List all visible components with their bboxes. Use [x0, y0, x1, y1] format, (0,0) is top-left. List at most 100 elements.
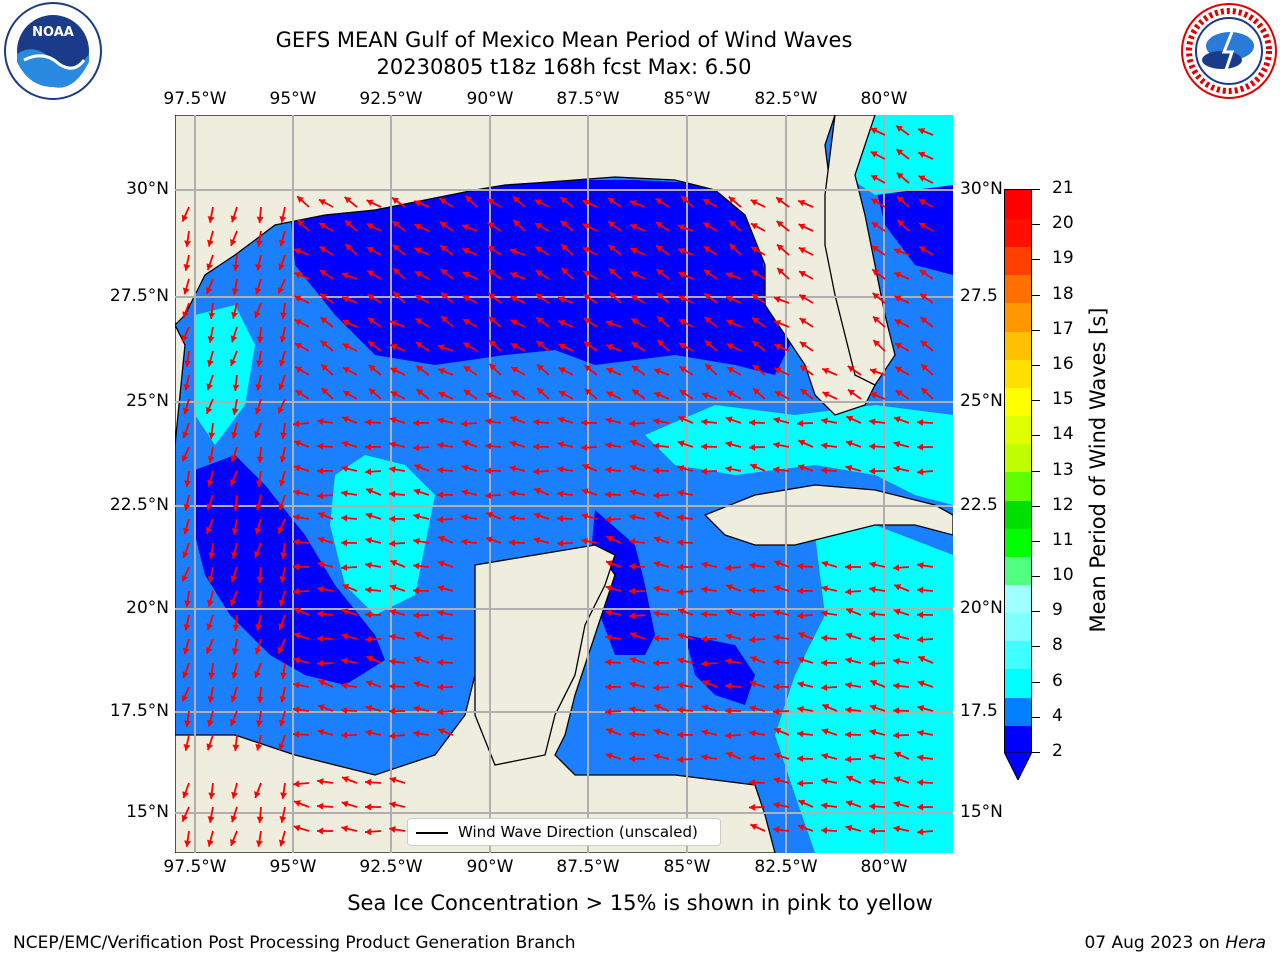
wave-direction-arrow	[341, 272, 358, 280]
wave-direction-arrow	[341, 465, 358, 473]
wave-direction-arrow	[278, 374, 286, 391]
wave-direction-arrow	[652, 684, 670, 692]
wave-direction-arrow	[582, 270, 598, 280]
wave-direction-arrow	[701, 753, 718, 761]
wave-direction-arrow	[725, 751, 742, 760]
wave-direction-arrow	[532, 443, 550, 451]
wave-direction-arrow	[230, 710, 238, 727]
colorbar-segment	[1005, 499, 1031, 529]
wave-direction-arrow	[277, 398, 286, 414]
wave-direction-arrow	[535, 269, 550, 280]
wave-direction-arrow	[605, 344, 622, 352]
wave-direction-arrow	[534, 198, 550, 208]
wave-direction-arrow	[916, 468, 934, 476]
wave-direction-arrow	[440, 315, 454, 328]
wave-direction-arrow	[773, 727, 790, 736]
wave-direction-arrow	[628, 730, 646, 738]
wave-direction-arrow	[774, 367, 790, 376]
wave-direction-arrow	[580, 444, 598, 452]
wave-direction-arrow	[797, 587, 813, 595]
colorbar-tick-mark	[1032, 470, 1040, 472]
colorbar-tick-mark	[1032, 294, 1040, 296]
wave-direction-arrow	[462, 341, 478, 352]
wave-direction-arrow	[316, 802, 334, 810]
wave-direction-arrow	[254, 302, 262, 319]
wave-direction-arrow	[749, 562, 766, 570]
wave-direction-arrow	[821, 442, 838, 450]
wave-direction-arrow	[439, 268, 454, 280]
wave-direction-arrow	[231, 662, 238, 679]
wave-direction-arrow	[796, 755, 814, 763]
wave-direction-arrow	[509, 440, 526, 448]
wave-direction-arrow	[893, 825, 910, 833]
wave-direction-arrow	[893, 465, 910, 473]
wave-direction-arrow	[656, 339, 670, 352]
colorbar-segment	[1005, 218, 1031, 248]
wave-direction-arrow	[279, 206, 287, 223]
wave-direction-arrow	[316, 635, 334, 643]
wave-direction-arrow	[820, 634, 838, 642]
wave-direction-arrow	[703, 292, 718, 304]
wave-direction-arrow	[510, 366, 526, 376]
wave-direction-arrow	[364, 611, 382, 619]
wave-direction-arrow	[389, 609, 406, 616]
wave-direction-arrow	[583, 340, 598, 352]
wave-direction-arrow	[608, 291, 622, 304]
wave-direction-arrow	[869, 585, 886, 593]
wave-direction-arrow	[894, 342, 910, 352]
wave-direction-arrow	[392, 267, 406, 280]
colorbar-segment	[1005, 415, 1031, 445]
wave-direction-arrow	[677, 440, 694, 448]
wave-direction-arrow	[342, 366, 358, 376]
wave-direction-arrow	[557, 465, 574, 473]
wave-direction-arrow	[917, 680, 934, 688]
wave-direction-arrow	[232, 614, 240, 632]
wave-direction-arrow	[773, 417, 790, 424]
wave-direction-arrow	[366, 199, 382, 208]
wave-direction-arrow	[677, 465, 694, 472]
wave-direction-arrow	[461, 513, 478, 521]
wave-direction-arrow	[436, 658, 454, 666]
wave-direction-arrow	[704, 339, 718, 352]
wave-direction-arrow	[655, 244, 670, 256]
wave-direction-arrow	[892, 731, 910, 739]
wave-direction-arrow	[821, 560, 838, 568]
colorbar-segment	[1005, 274, 1031, 304]
wave-direction-arrow	[365, 704, 382, 712]
wave-direction-arrow	[654, 511, 670, 520]
wave-direction-arrow	[207, 230, 214, 247]
wave-direction-arrow	[294, 295, 310, 304]
lon-tick-bottom: 97.5°W	[163, 857, 227, 877]
wave-direction-arrow	[230, 230, 238, 247]
wave-direction-arrow	[318, 679, 334, 688]
wave-direction-arrow	[436, 466, 454, 474]
wave-direction-arrow	[256, 446, 264, 464]
wave-direction-arrow	[207, 206, 215, 223]
wave-direction-arrow	[317, 827, 333, 835]
wave-direction-arrow	[296, 219, 310, 232]
wave-direction-arrow	[892, 564, 910, 572]
wave-direction-arrow	[277, 518, 286, 534]
wave-direction-arrow	[821, 609, 838, 617]
wave-direction-arrow	[796, 730, 814, 738]
wave-direction-arrow	[748, 419, 766, 427]
wave-direction-arrow	[583, 364, 598, 376]
wave-direction-arrow	[536, 387, 550, 400]
wave-direction-arrow	[892, 707, 910, 715]
wave-direction-arrow	[728, 196, 742, 208]
wave-direction-arrow	[340, 564, 358, 572]
wave-direction-arrow	[388, 515, 406, 523]
wave-direction-arrow	[464, 195, 478, 208]
wave-direction-arrow	[893, 584, 910, 592]
wave-direction-arrow	[916, 418, 934, 426]
wave-direction-arrow	[280, 542, 288, 559]
wave-direction-arrow	[774, 390, 790, 400]
wave-direction-arrow	[629, 656, 646, 664]
wave-direction-arrow	[364, 586, 382, 594]
wave-direction-arrow	[181, 806, 190, 822]
wave-direction-arrow	[365, 443, 381, 451]
wave-direction-arrow	[487, 292, 502, 304]
wave-direction-arrow	[536, 363, 550, 376]
wave-direction-arrow	[750, 199, 766, 208]
wave-direction-arrow	[584, 388, 598, 400]
